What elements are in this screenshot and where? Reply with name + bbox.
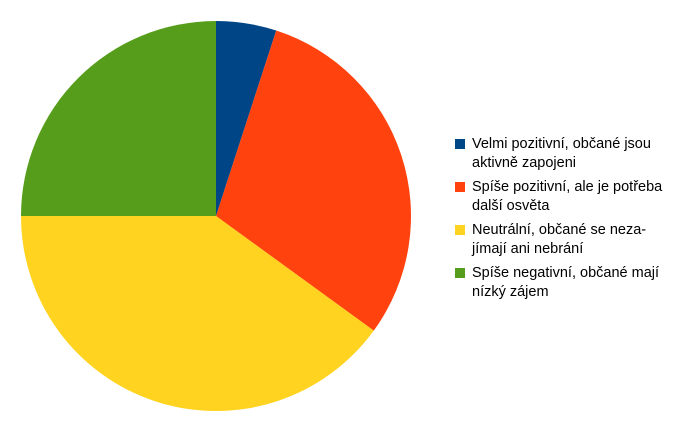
legend-item-spise-pozitivni: Spíše pozitivní, ale je potřeba další os… <box>455 178 695 216</box>
legend-swatch <box>455 268 465 278</box>
legend-label: Spíše negativní, občané mají nízký zájem <box>472 265 660 300</box>
legend-swatch <box>455 225 465 235</box>
legend-item-velmi-pozitivni: Velmi pozitivní, občané jsou aktivně zap… <box>455 135 695 173</box>
legend-swatch <box>455 139 465 149</box>
legend-swatch <box>455 182 465 192</box>
pie-slice-3 <box>21 21 216 216</box>
legend-item-neutralni: Neutrální, občané se neza- jímají ani ne… <box>455 221 695 259</box>
legend-label: Velmi pozitivní, občané jsou aktivně zap… <box>472 136 651 171</box>
legend-label: Spíše pozitivní, ale je potřeba další os… <box>472 179 663 214</box>
pie-plot <box>21 20 412 412</box>
legend-label: Neutrální, občané se neza- jímají ani ne… <box>472 222 647 257</box>
pie-slice-2 <box>21 216 374 412</box>
pie-slice-0 <box>216 20 277 216</box>
legend: Velmi pozitivní, občané jsou aktivně zap… <box>455 135 695 307</box>
pie-slice-1 <box>216 30 412 331</box>
legend-item-spise-negativni: Spíše negativní, občané mají nízký zájem <box>455 264 695 302</box>
